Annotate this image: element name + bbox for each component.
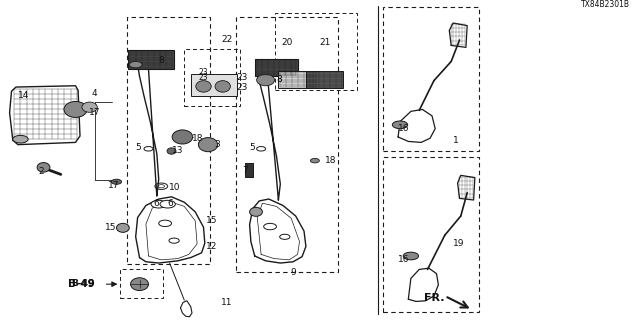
Ellipse shape [116,223,129,232]
Circle shape [310,158,319,163]
Text: 14: 14 [18,92,29,100]
Ellipse shape [64,101,87,117]
Text: 18: 18 [325,156,337,165]
Text: 8: 8 [159,56,164,65]
Ellipse shape [131,278,148,291]
Ellipse shape [198,138,218,152]
Text: 9: 9 [291,268,296,277]
Circle shape [111,179,122,184]
Text: 12: 12 [206,242,218,251]
Circle shape [280,234,290,239]
Ellipse shape [257,74,275,86]
Text: TX84B2301B: TX84B2301B [581,0,630,9]
Text: 23: 23 [198,68,209,77]
Text: 8: 8 [276,76,282,84]
Text: 23: 23 [198,73,209,82]
Text: 1: 1 [453,136,459,145]
Circle shape [129,61,142,68]
Text: 3: 3 [214,140,220,149]
Text: B-49: B-49 [71,279,95,288]
Ellipse shape [250,207,262,216]
Circle shape [160,200,175,208]
Text: 17: 17 [108,181,119,190]
Text: 5: 5 [135,143,141,152]
Bar [120,269,163,298]
Circle shape [169,238,179,243]
Text: 16: 16 [398,124,410,133]
Text: 15: 15 [105,223,116,232]
Text: 18: 18 [192,134,204,143]
Bar [383,157,479,312]
Bar [245,163,253,177]
Circle shape [13,135,28,143]
Text: 19: 19 [453,239,465,248]
Text: 6: 6 [168,199,173,208]
Circle shape [392,121,408,129]
Circle shape [403,252,419,260]
Ellipse shape [215,81,230,92]
Bar [128,50,174,69]
Bar [127,17,210,264]
Text: 17: 17 [89,108,100,117]
Text: 16: 16 [398,255,410,264]
Bar [278,71,317,88]
Text: 22: 22 [221,35,233,44]
Circle shape [159,220,172,227]
Ellipse shape [167,148,176,154]
Text: 23: 23 [237,83,248,92]
Text: 15: 15 [206,216,218,225]
Circle shape [264,223,276,230]
Text: 7: 7 [243,166,248,175]
Text: 6: 6 [153,199,159,208]
Text: 10: 10 [169,183,180,192]
Text: FR.: FR. [424,292,445,303]
Bar [383,7,479,151]
Bar [255,59,298,76]
Ellipse shape [82,102,97,112]
Text: 13: 13 [172,146,183,155]
Text: 5: 5 [249,143,255,152]
Circle shape [151,200,166,208]
Bar [184,49,240,106]
Text: 11: 11 [221,298,232,307]
Text: 20: 20 [281,38,292,47]
Ellipse shape [172,130,193,144]
Text: 21: 21 [319,38,331,47]
Bar [191,74,237,96]
Bar [306,71,343,88]
Text: 2: 2 [38,167,44,176]
Text: 4: 4 [92,89,97,98]
Bar [275,13,357,90]
Ellipse shape [196,81,211,92]
Text: B-49: B-49 [68,279,95,289]
Bar [236,17,338,272]
Ellipse shape [37,163,50,172]
Text: 23: 23 [237,73,248,82]
